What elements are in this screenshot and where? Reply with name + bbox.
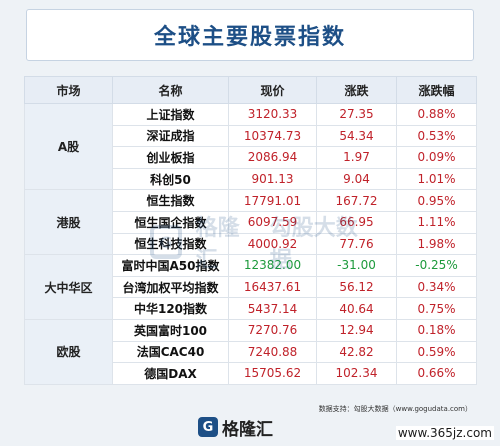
price-cell: 16437.61 [228,275,317,299]
data-source-note: 数据支持：勾股大数据（www.gogudata.com） [318,405,472,413]
pct-cell: 0.75% [396,297,477,320]
market-cell: 大中华区 [24,254,113,320]
index-name-cell: 科创50 [112,167,229,191]
index-name-cell: 恒生科技指数 [112,232,229,256]
table-row: 深证成指 10374.73 54.34 0.53% [25,124,477,148]
price-cell: 7240.88 [228,340,317,364]
market-cell: 欧股 [24,318,113,385]
price-cell: 2086.94 [228,146,317,169]
table-row: 恒生国企指数 6097.59 66.95 1.11% [25,210,477,234]
pct-cell: 0.88% [396,103,477,126]
change-cell: 27.35 [316,103,397,126]
page-title: 全球主要股票指数 [153,25,346,50]
col-header-change: 涨跌 [316,76,397,104]
price-cell: 12382.00 [228,254,317,277]
site-url[interactable]: www.365jz.com [395,426,494,440]
pct-cell: 0.09% [396,146,477,169]
change-cell: 56.12 [316,275,397,299]
index-name-cell: 上证指数 [112,103,229,126]
title-box: 全球主要股票指数 [26,9,474,61]
pct-cell: 0.66% [396,362,477,385]
table-body: A股 上证指数 3120.33 27.35 0.88% 深证成指 10374.73 54.34… [24,102,477,385]
index-name-cell: 恒生指数 [112,189,229,212]
table-row: 大中华区 富时中国A50指数 12382.00 -31.00 -0.25% [24,254,477,320]
pct-cell: 0.18% [396,318,477,342]
col-header-price: 现价 [228,76,317,104]
pct-cell: 0.53% [396,124,477,148]
price-cell: 4000.92 [228,232,317,256]
col-header-market: 市场 [24,76,113,104]
change-cell: 167.72 [316,189,397,212]
pct-cell: 0.34% [396,275,477,299]
table-row: 德国DAX 15705.62 102.34 0.66% [25,362,477,385]
table-row: 台湾加权平均指数 16437.61 56.12 0.34% [25,275,477,299]
brand-logo-icon: G [198,417,218,437]
price-cell: 6097.59 [228,210,317,234]
pct-cell: -0.25% [396,254,477,277]
market-cell: A股 [24,102,113,191]
price-cell: 3120.33 [228,103,317,126]
change-cell: -31.00 [316,254,397,277]
pct-cell: 1.01% [396,167,477,191]
index-name-cell: 台湾加权平均指数 [112,275,229,299]
index-name-cell: 深证成指 [112,124,229,148]
index-name-cell: 恒生国企指数 [112,210,229,234]
price-cell: 17791.01 [228,189,317,212]
table-row: 科创50 901.13 9.04 1.01% [25,167,477,191]
price-cell: 7270.76 [228,318,317,342]
index-name-cell: 创业板指 [112,146,229,169]
change-cell: 12.94 [316,318,397,342]
change-cell: 9.04 [316,167,397,191]
price-cell: 5437.14 [228,297,317,320]
table-row: 恒生科技指数 4000.92 77.76 1.98% [25,232,477,256]
market-cell: 港股 [24,189,113,256]
col-header-pct: 涨跌幅 [396,76,477,104]
header-row: 市场 名称 现价 涨跌 涨跌幅 [24,76,477,104]
table-row: 创业板指 2086.94 1.97 0.09% [25,146,477,169]
pct-cell: 0.95% [396,189,477,212]
table-row: A股 上证指数 3120.33 27.35 0.88% [24,102,477,191]
pct-cell: 0.59% [396,340,477,364]
price-cell: 10374.73 [228,124,317,148]
index-name-cell: 富时中国A50指数 [112,254,229,277]
change-cell: 40.64 [316,297,397,320]
table-row: 欧股 英国富时100 7270.76 12.94 0.18% [24,318,477,385]
pct-cell: 1.11% [396,210,477,234]
table-row: 法国CAC40 7240.88 42.82 0.59% [25,340,477,364]
index-name-cell: 英国富时100 [112,318,229,342]
pct-cell: 1.98% [396,232,477,256]
brand: G 格隆汇 [198,414,273,440]
change-cell: 1.97 [316,146,397,169]
brand-name: 格隆汇 [222,419,273,440]
index-name-cell: 法国CAC40 [112,340,229,364]
index-name-cell: 德国DAX [112,362,229,385]
change-cell: 102.34 [316,362,397,385]
price-cell: 15705.62 [228,362,317,385]
change-cell: 66.95 [316,210,397,234]
change-cell: 77.76 [316,232,397,256]
table-row: 港股 恒生指数 17791.01 167.72 0.95% [24,189,477,256]
col-header-name: 名称 [112,76,229,104]
table-row: 中华120指数 5437.14 40.64 0.75% [25,297,477,320]
index-table: 市场 名称 现价 涨跌 涨跌幅 A股 上证指数 3120.33 27.35 0.88% 深… [24,76,477,385]
price-cell: 901.13 [228,167,317,191]
index-name-cell: 中华120指数 [112,297,229,320]
change-cell: 42.82 [316,340,397,364]
change-cell: 54.34 [316,124,397,148]
